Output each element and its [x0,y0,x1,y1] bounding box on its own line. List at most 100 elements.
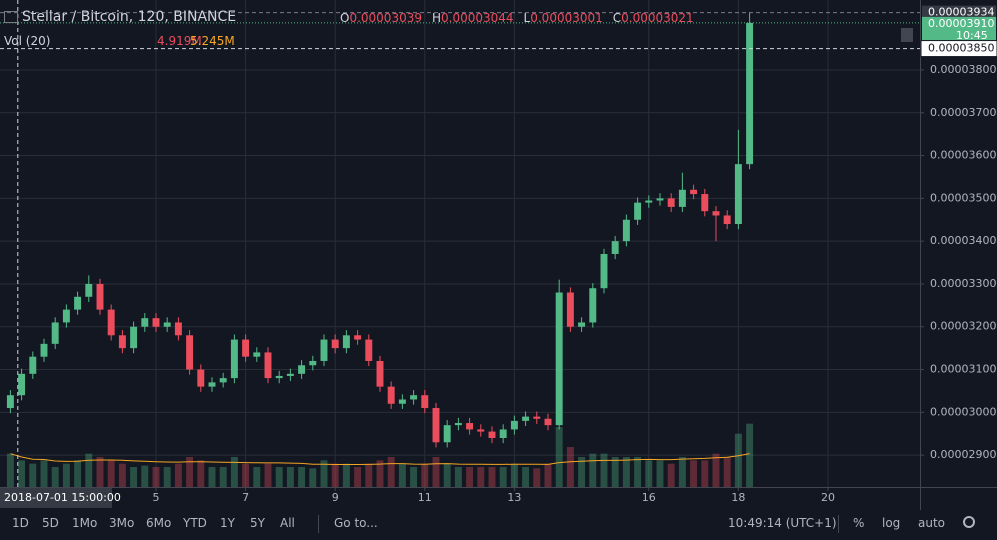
volume-ma-value: 5.245M [190,34,235,48]
volume-bar [690,460,698,487]
candle-body [499,429,507,439]
candle-body [611,241,619,254]
range-button[interactable]: 3Mo [109,516,135,530]
volume-bar [331,463,339,487]
volume-bar [533,468,541,487]
volume-bar [667,463,675,487]
candle-body [488,431,496,439]
candle-body [589,288,597,323]
scale-button[interactable] [901,28,913,42]
volume-legend[interactable]: Vol (20) [4,34,51,48]
x-tick-label: 11 [418,491,432,504]
symbol-title[interactable]: Stellar / Bitcoin, 120, BINANCE [22,9,237,25]
volume-bar [421,463,429,487]
high-label: 0.00003934 [928,6,994,19]
chart: 0.00002900 0.00003000 0.00003100 0.00003200… [0,0,997,510]
candle-body [734,164,742,225]
candle-body [634,202,642,220]
candle-body [723,215,731,225]
volume-bar [141,465,149,487]
candle-body [387,386,395,404]
candle-body [622,219,630,242]
y-tick-label: 0.00003800 [930,63,996,76]
range-button[interactable]: All [280,516,295,530]
volume-bar [432,457,440,487]
clock[interactable]: 10:49:14 (UTC+1) [728,516,837,530]
candle-body [432,408,440,443]
volume-bar [544,463,552,487]
candle-body [454,423,462,426]
candle-body [96,283,104,310]
goto-button[interactable]: Go to... [334,516,378,530]
toolbar: 1D 5D 1Mo 3Mo 6Mo YTD 1Y 5Y All Go to... 10:49:14 … [0,510,997,540]
volume-bar [130,467,138,487]
symbol-icon[interactable] [4,11,18,23]
divider [318,515,319,533]
volume-bar [62,463,70,487]
candle-body [152,318,160,327]
volume-bar [510,463,518,487]
settings-icon[interactable] [963,516,975,528]
volume-ma-line [10,453,750,465]
scale-option[interactable]: % [853,516,865,530]
candle-body [85,283,93,297]
x-tick-label: 16 [642,491,656,504]
volume-bar [656,460,664,487]
candle-body [443,425,451,443]
range-button[interactable]: 1D [12,516,29,530]
volume-bar [701,460,709,487]
range-button[interactable]: 1Y [220,516,235,530]
volume-bar [51,467,59,487]
crosshair-price-box [920,40,997,58]
volume-bar [6,453,14,487]
volume-bar [40,460,48,487]
scale-option[interactable]: log [882,516,901,530]
x-tick-label: 13 [507,491,521,504]
candle-body [600,253,608,289]
volume-bar [174,463,182,487]
volume-bar [320,460,328,487]
ohlc-value: 0.00003001 [530,11,603,25]
volume-bar [152,467,160,487]
volume-bar [197,460,205,487]
volume-bar [499,467,507,487]
candle-body [141,318,149,327]
volume-bar [723,457,731,487]
x-tick-label: 20 [821,491,835,504]
candle-body [51,322,59,344]
candle-body [186,335,194,370]
volume-bar [622,457,630,487]
volume-bar [522,467,530,487]
range-button[interactable]: 6Mo [146,516,172,530]
candle-body [398,399,406,404]
candle-body [712,211,720,216]
scale-option[interactable]: auto [918,516,946,530]
volume-bar [118,463,126,487]
background [0,0,997,510]
candle-body [309,360,317,366]
range-button[interactable]: 5Y [250,516,265,530]
y-tick-label: 0.00003500 [930,191,996,204]
ohlc-value: 0.00003044 [441,11,514,25]
crosshair-time-box [0,488,112,508]
ohlc-value: 0.00003039 [349,11,422,25]
range-button[interactable]: 5D [42,516,59,530]
volume-bar [488,467,496,487]
ohlc-key: O [340,11,350,25]
ohlc-key: L [523,11,531,25]
divider [838,515,839,533]
volume-bar [410,467,418,487]
volume-bar [712,453,720,487]
volume-bar [387,457,395,487]
y-tick-label: 0.00002900 [930,448,996,461]
range-button[interactable]: 1Mo [72,516,98,530]
volume-bar [29,463,37,487]
candle-body [107,309,115,336]
range-button[interactable]: YTD [183,516,207,530]
volume-bar [443,463,451,487]
volume-bar [634,457,642,487]
candle-body [421,395,429,409]
candle-body [667,198,675,207]
candle-body [544,418,552,426]
volume-bar [477,467,485,487]
